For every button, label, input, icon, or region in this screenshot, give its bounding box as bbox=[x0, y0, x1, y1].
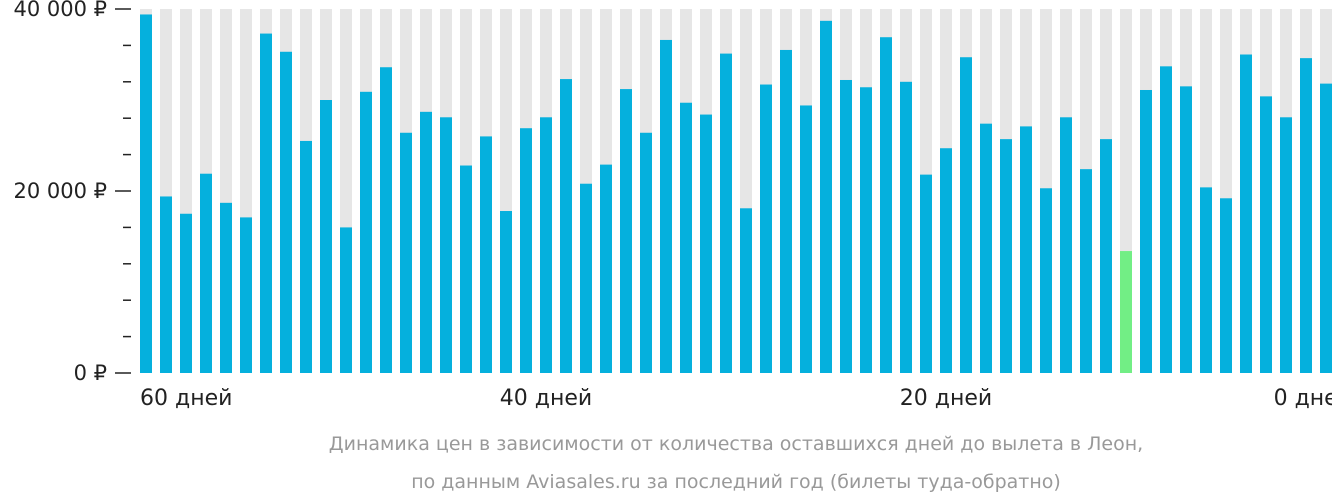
bar[interactable] bbox=[840, 79, 852, 373]
bar[interactable] bbox=[980, 123, 992, 373]
bar[interactable] bbox=[460, 165, 472, 373]
bar[interactable] bbox=[740, 208, 752, 373]
bar[interactable] bbox=[1060, 117, 1072, 373]
bar[interactable] bbox=[940, 148, 952, 373]
bar[interactable] bbox=[180, 213, 192, 373]
bar[interactable] bbox=[780, 49, 792, 373]
bar[interactable] bbox=[240, 217, 252, 373]
y-tick-label: 0 ₽ bbox=[74, 361, 107, 385]
bar[interactable] bbox=[1000, 139, 1012, 373]
y-axis: 40 000 ₽ 20 000 ₽ 0 ₽ bbox=[13, 0, 131, 385]
bar[interactable] bbox=[820, 20, 832, 374]
x-tick-label: 0 дней bbox=[1274, 386, 1332, 411]
bar[interactable] bbox=[800, 105, 812, 374]
bar[interactable] bbox=[1220, 198, 1232, 373]
bar[interactable] bbox=[280, 51, 292, 374]
bar[interactable] bbox=[260, 33, 272, 373]
bar[interactable] bbox=[960, 57, 972, 373]
bar[interactable] bbox=[320, 100, 332, 373]
caption-line-2: по данным Aviasales.ru за последний год … bbox=[411, 471, 1061, 493]
bar[interactable] bbox=[860, 87, 872, 373]
bar[interactable] bbox=[1240, 54, 1252, 374]
bar[interactable] bbox=[1020, 126, 1032, 373]
bar[interactable] bbox=[220, 202, 232, 373]
bar[interactable] bbox=[600, 164, 612, 373]
bar[interactable] bbox=[660, 39, 672, 373]
x-tick-label: 20 дней bbox=[900, 386, 992, 411]
bar[interactable] bbox=[480, 136, 492, 373]
bar[interactable] bbox=[340, 227, 352, 373]
bar-cheapest[interactable] bbox=[1120, 251, 1132, 373]
bar[interactable] bbox=[620, 89, 632, 373]
bar[interactable] bbox=[420, 111, 432, 373]
bar[interactable] bbox=[440, 117, 452, 373]
bar[interactable] bbox=[400, 132, 412, 373]
bar[interactable] bbox=[1140, 89, 1152, 374]
bar[interactable] bbox=[520, 128, 532, 373]
bar[interactable] bbox=[1180, 86, 1192, 373]
bar[interactable] bbox=[360, 91, 372, 373]
bar[interactable] bbox=[1080, 169, 1092, 373]
bar[interactable] bbox=[920, 174, 932, 373]
bar[interactable] bbox=[760, 84, 772, 373]
y-tick-label: 20 000 ₽ bbox=[13, 179, 107, 203]
caption-line-1: Динамика цен в зависимости от количества… bbox=[329, 433, 1143, 455]
bar[interactable] bbox=[200, 173, 212, 373]
bar[interactable] bbox=[640, 132, 652, 373]
bar[interactable] bbox=[140, 14, 152, 374]
x-tick-label: 60 дней bbox=[140, 386, 232, 411]
bar[interactable] bbox=[1260, 96, 1272, 374]
bar[interactable] bbox=[680, 102, 692, 373]
bar[interactable] bbox=[500, 211, 512, 373]
x-axis: 60 дней 40 дней 20 дней 0 дней bbox=[140, 386, 1332, 411]
bar[interactable] bbox=[1280, 117, 1292, 373]
price-bars bbox=[140, 14, 1332, 374]
x-tick-label: 40 дней bbox=[500, 386, 592, 411]
bar[interactable] bbox=[1200, 187, 1212, 373]
bar[interactable] bbox=[880, 37, 892, 374]
bar[interactable] bbox=[700, 114, 712, 373]
bar[interactable] bbox=[560, 79, 572, 373]
bar[interactable] bbox=[160, 196, 172, 373]
y-tick-label: 40 000 ₽ bbox=[13, 0, 107, 21]
background-columns bbox=[140, 9, 1332, 373]
bar[interactable] bbox=[1100, 139, 1112, 373]
bar[interactable] bbox=[1040, 188, 1052, 373]
bar[interactable] bbox=[540, 117, 552, 373]
bar[interactable] bbox=[1300, 58, 1312, 373]
bar[interactable] bbox=[580, 183, 592, 373]
bar[interactable] bbox=[380, 67, 392, 374]
bar[interactable] bbox=[300, 140, 312, 373]
bar[interactable] bbox=[900, 81, 912, 374]
bar[interactable] bbox=[1320, 83, 1332, 374]
bar[interactable] bbox=[1160, 66, 1172, 373]
bar[interactable] bbox=[720, 53, 732, 374]
